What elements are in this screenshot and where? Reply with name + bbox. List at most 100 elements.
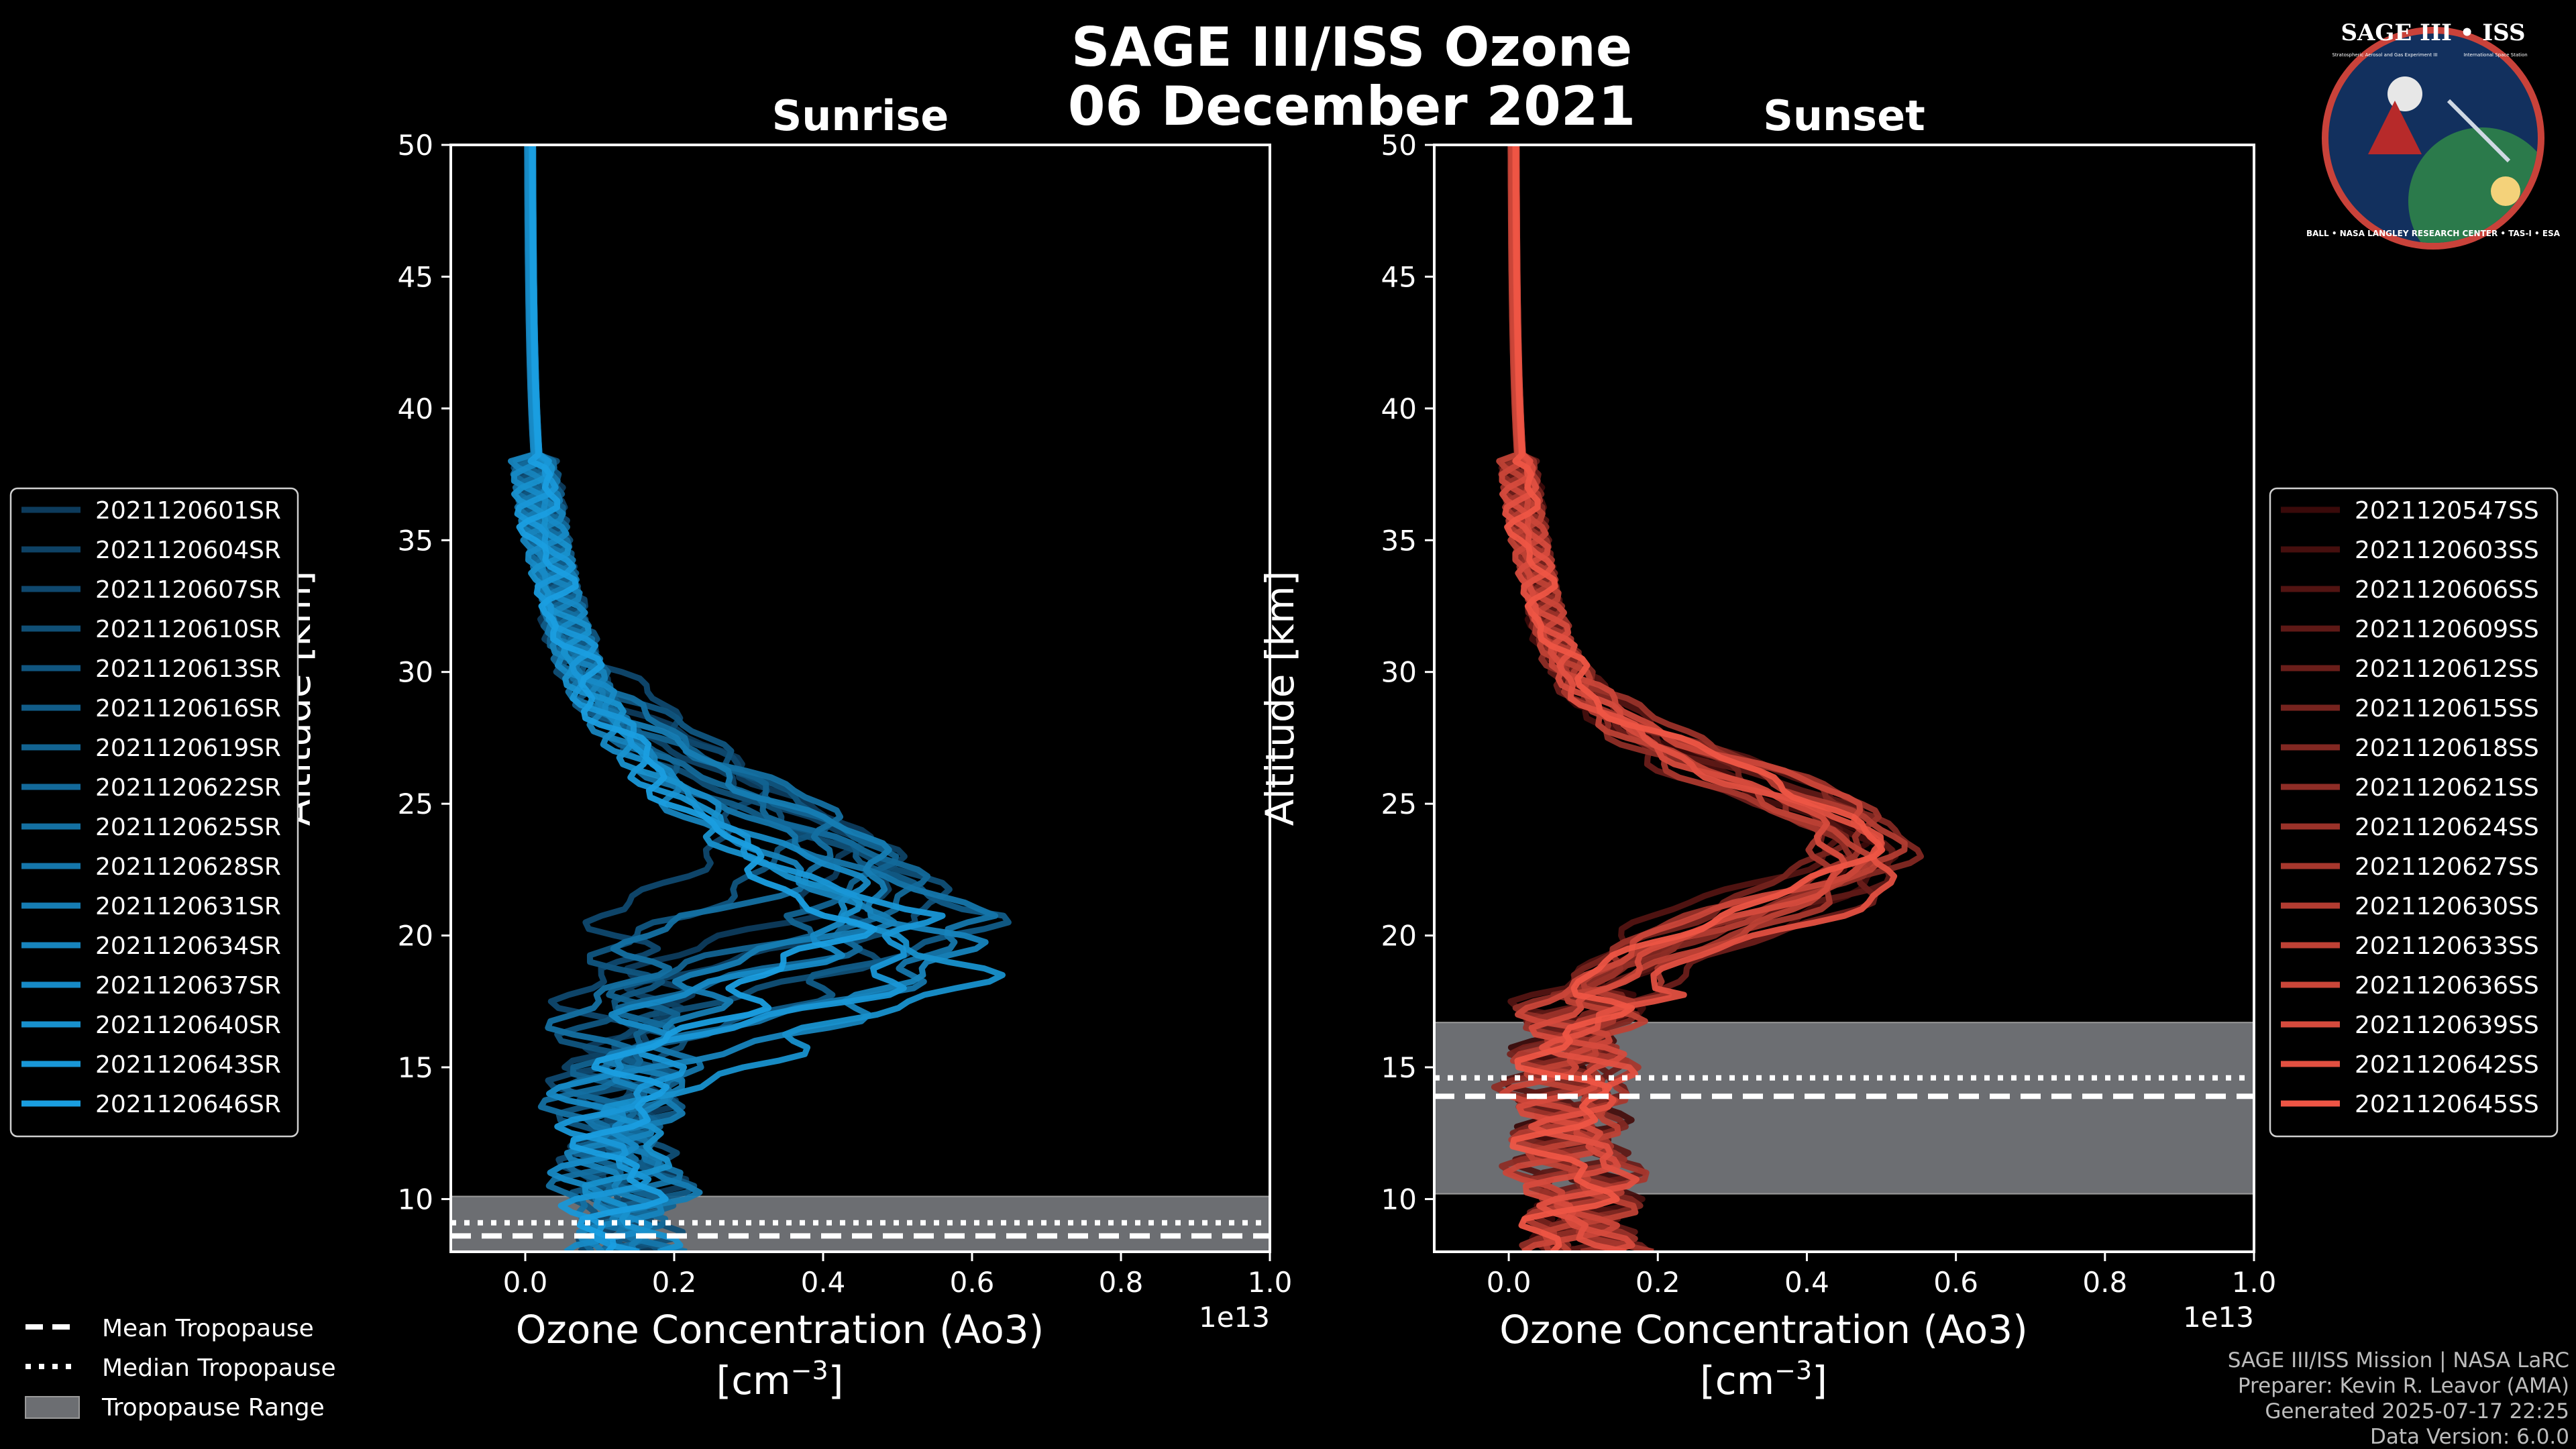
credit-line-3: Generated 2025-07-17 22:25 bbox=[2265, 1399, 2569, 1424]
legend-label-2021120624SS: 2021120624SS bbox=[2355, 814, 2539, 841]
logo-figure-icon bbox=[2368, 101, 2422, 154]
logo-title-text: SAGE III • ISS bbox=[2341, 19, 2525, 46]
x-axis-label: Ozone Concentration (Ao3) bbox=[516, 1307, 1044, 1352]
legend-label-2021120633SS: 2021120633SS bbox=[2355, 932, 2539, 960]
legend-label-2021120621SS: 2021120621SS bbox=[2355, 774, 2539, 802]
sunset-legend: 2021120547SS 2021120603SS 2021120606SS 2021… bbox=[2269, 487, 2559, 1138]
median-tropopause-label: Median Tropopause bbox=[102, 1354, 336, 1382]
legend-label-2021120630SS: 2021120630SS bbox=[2355, 893, 2539, 920]
x-tick-label: 0.8 bbox=[1099, 1266, 1144, 1299]
x-tick-label: 0.6 bbox=[1933, 1266, 1978, 1299]
x-tick-label: 1.0 bbox=[2232, 1266, 2277, 1299]
sunset-panel: Sunset 0.0 0.2 0.4 0.6 0.8 1.0 10 15 20 25 30 35 40 45… bbox=[1257, 91, 2276, 1403]
profile-line-2021120640SR bbox=[511, 145, 1006, 1252]
legend-label-2021120636SS: 2021120636SS bbox=[2355, 972, 2539, 1000]
legend-label-2021120603SS: 2021120603SS bbox=[2355, 537, 2539, 564]
y-tick-label: 20 bbox=[1381, 920, 1417, 953]
legend-box bbox=[9, 487, 299, 1138]
y-tick-label: 30 bbox=[398, 656, 433, 689]
legend-label-2021120610SR: 2021120610SR bbox=[95, 616, 281, 643]
legend-label-2021120627SS: 2021120627SS bbox=[2355, 853, 2539, 881]
tropopause-legend: Mean Tropopause Median Tropopause Tropop… bbox=[25, 1315, 336, 1421]
axes-frame bbox=[1433, 144, 2255, 1253]
legend-label-2021120547SS: 2021120547SS bbox=[2355, 497, 2539, 525]
logo-small-right-text: International Space Station bbox=[2463, 52, 2527, 58]
x-offset-text: 1e13 bbox=[2183, 1301, 2254, 1334]
legend-label-2021120646SR: 2021120646SR bbox=[95, 1091, 281, 1118]
x-tick-label: 0.0 bbox=[503, 1266, 548, 1299]
logo-moon-icon bbox=[2387, 76, 2422, 111]
x-axis-unit: [cm−3] bbox=[1700, 1356, 1827, 1403]
legend-label-2021120639SS: 2021120639SS bbox=[2355, 1012, 2539, 1039]
y-tick-label: 15 bbox=[1381, 1051, 1417, 1084]
y-tick-label: 10 bbox=[398, 1183, 433, 1216]
legend-label-2021120618SS: 2021120618SS bbox=[2355, 735, 2539, 762]
legend-label-2021120642SS: 2021120642SS bbox=[2355, 1051, 2539, 1079]
credits-block: SAGE III/ISS Mission | NASA LaRC Prepare… bbox=[2228, 1348, 2569, 1449]
profile-line-2021120637SR bbox=[511, 145, 871, 1252]
legend-label-2021120628SR: 2021120628SR bbox=[95, 853, 281, 881]
x-offset-text: 1e13 bbox=[1199, 1301, 1270, 1334]
x-tick-label: 0.2 bbox=[1635, 1266, 1680, 1299]
legend-label-2021120625SR: 2021120625SR bbox=[95, 814, 281, 841]
sunset-panel-title: Sunset bbox=[1763, 91, 1925, 140]
legend-label-2021120645SS: 2021120645SS bbox=[2355, 1091, 2539, 1118]
y-tick-label: 30 bbox=[1381, 656, 1417, 689]
tropopause-range-label: Tropopause Range bbox=[101, 1394, 325, 1421]
legend-label-2021120613SR: 2021120613SR bbox=[95, 655, 281, 683]
y-tick-label: 35 bbox=[1381, 524, 1417, 557]
y-tick-label: 45 bbox=[1381, 260, 1417, 293]
legend-label-2021120637SR: 2021120637SR bbox=[95, 972, 281, 1000]
credit-line-1: SAGE III/ISS Mission | NASA LaRC bbox=[2228, 1348, 2569, 1373]
logo-ring-text: BALL • NASA LANGLEY RESEARCH CENTER • TA… bbox=[2306, 229, 2561, 238]
tropopause-range-swatch bbox=[25, 1396, 80, 1419]
y-tick-label: 25 bbox=[398, 788, 433, 820]
credit-line-4: Data Version: 6.0.0 bbox=[2370, 1425, 2569, 1449]
x-tick-label: 0.2 bbox=[652, 1266, 697, 1299]
y-tick-label: 25 bbox=[1381, 788, 1417, 820]
legend-box bbox=[2269, 487, 2559, 1138]
logo-earth-icon bbox=[2408, 127, 2538, 243]
axes-frame bbox=[449, 144, 1271, 1253]
y-tick-label: 50 bbox=[398, 129, 433, 162]
sage-iii-iss-mission-logo: SAGE III • ISS Stratospheric Aerosol and… bbox=[2306, 19, 2561, 250]
logo-small-left-text: Stratospheric Aerosol and Gas Experiment… bbox=[2332, 52, 2437, 58]
x-tick-label: 0.0 bbox=[1487, 1266, 1532, 1299]
legend-label-2021120601SR: 2021120601SR bbox=[95, 497, 281, 525]
y-tick-label: 20 bbox=[398, 920, 433, 953]
legend-label-2021120612SS: 2021120612SS bbox=[2355, 655, 2539, 683]
y-tick-label: 40 bbox=[398, 392, 433, 425]
legend-label-2021120609SS: 2021120609SS bbox=[2355, 616, 2539, 643]
y-tick-label: 10 bbox=[1381, 1183, 1417, 1216]
x-axis-label: Ozone Concentration (Ao3) bbox=[1499, 1307, 2028, 1352]
profile-lines bbox=[508, 145, 1012, 1252]
x-tick-label: 1.0 bbox=[1248, 1266, 1293, 1299]
legend-label-2021120606SS: 2021120606SS bbox=[2355, 576, 2539, 604]
y-tick-label: 50 bbox=[1381, 129, 1417, 162]
profile-lines bbox=[1491, 145, 1924, 1252]
x-tick-label: 0.6 bbox=[950, 1266, 995, 1299]
credit-line-2: Preparer: Kevin R. Leavor (AMA) bbox=[2238, 1374, 2569, 1398]
legend-label-2021120607SR: 2021120607SR bbox=[95, 576, 281, 604]
legend-label-2021120643SR: 2021120643SR bbox=[95, 1051, 281, 1079]
x-tick-label: 0.4 bbox=[801, 1266, 846, 1299]
sunrise-panel-title: Sunrise bbox=[772, 91, 949, 140]
legend-label-2021120634SR: 2021120634SR bbox=[95, 932, 281, 960]
figure-title-line2: 06 December 2021 bbox=[1068, 75, 1635, 138]
y-tick-label: 35 bbox=[398, 524, 433, 557]
legend-label-2021120622SR: 2021120622SR bbox=[95, 774, 281, 802]
x-tick-label: 0.4 bbox=[1784, 1266, 1829, 1299]
logo-station-icon bbox=[2447, 99, 2511, 163]
legend-label-2021120604SR: 2021120604SR bbox=[95, 537, 281, 564]
legend-label-2021120619SR: 2021120619SR bbox=[95, 735, 281, 762]
y-tick-label: 45 bbox=[398, 260, 433, 293]
profile-line-2021120645SS bbox=[1504, 145, 1886, 1252]
mean-tropopause-label: Mean Tropopause bbox=[102, 1315, 314, 1342]
legend-label-2021120615SS: 2021120615SS bbox=[2355, 695, 2539, 722]
sunrise-panel: Sunrise 0.0 0.2 0.4 0.6 0.8 1.0 10 15 20 25 30 35 40 4… bbox=[274, 91, 1292, 1403]
profile-line-2021120646SR bbox=[516, 145, 878, 1252]
legend-label-2021120640SR: 2021120640SR bbox=[95, 1012, 281, 1039]
y-tick-label: 15 bbox=[398, 1051, 433, 1084]
legend-label-2021120616SR: 2021120616SR bbox=[95, 695, 281, 722]
